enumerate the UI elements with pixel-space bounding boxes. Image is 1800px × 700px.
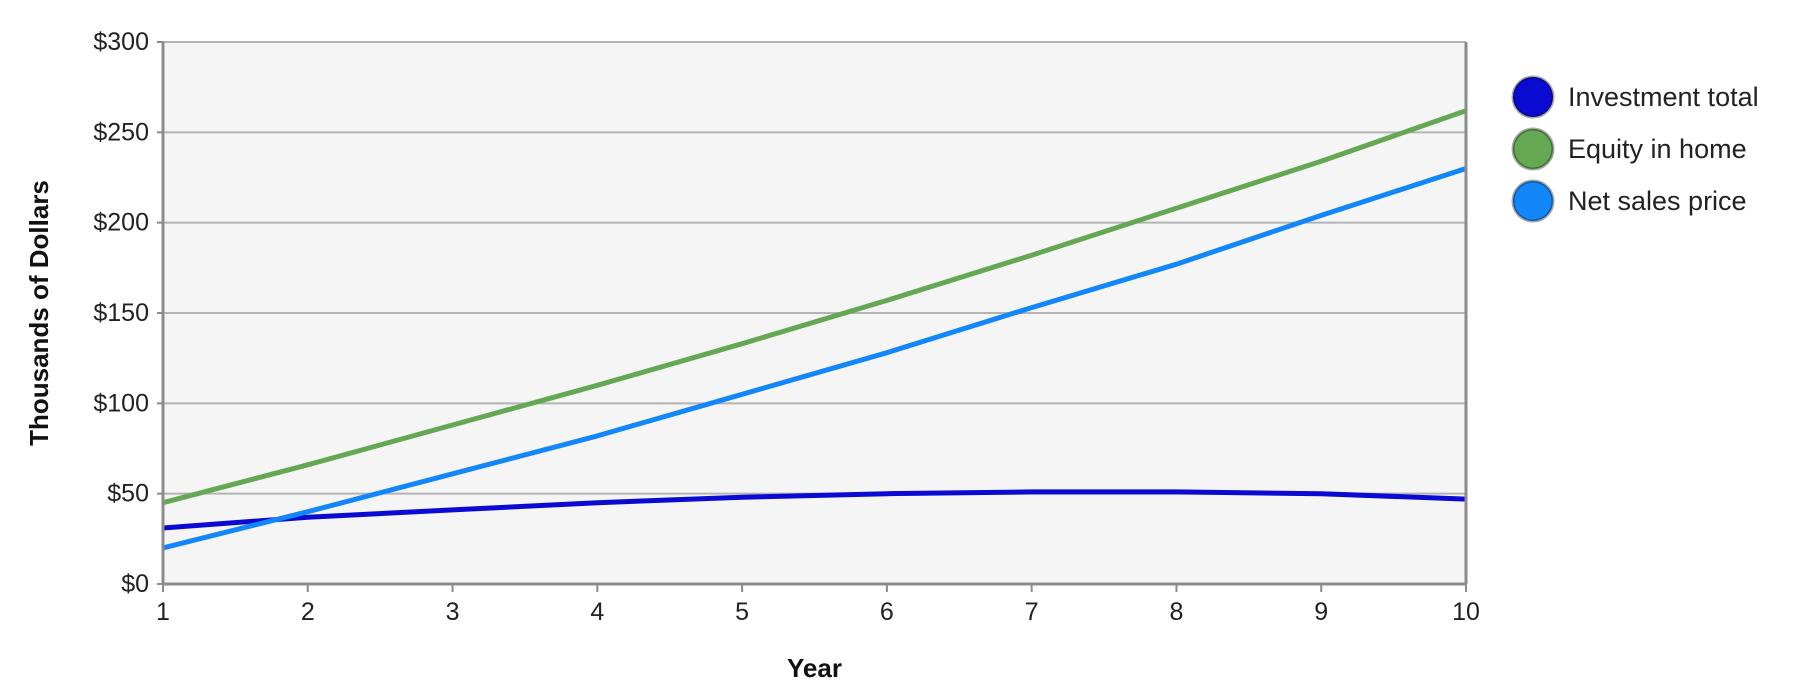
- legend-label: Equity in home: [1568, 134, 1747, 164]
- y-tick-label: $300: [93, 28, 149, 56]
- legend-label: Net sales price: [1568, 186, 1747, 216]
- y-tick-label: $200: [93, 209, 149, 237]
- x-tick-label: 5: [735, 598, 749, 626]
- x-axis-title: Year: [787, 653, 842, 683]
- x-tick-label: 6: [880, 598, 894, 626]
- x-tick-label: 4: [590, 598, 604, 626]
- series-lines: [162, 108, 1467, 551]
- legend: Investment total Equity in home Net sales …: [1511, 75, 1759, 223]
- series-line-3: [162, 166, 1467, 551]
- x-axis-ticks: 1 2 3 4 5 6 7 8 9 10: [156, 584, 1480, 626]
- legend-label: Investment total: [1568, 82, 1759, 112]
- x-tick-label: 3: [446, 598, 460, 626]
- x-tick-label: 7: [1025, 598, 1039, 626]
- y-axis-ticks: $0 $50 $100 $150 $200 $250 $300: [93, 28, 163, 598]
- y-tick-label: $50: [107, 480, 149, 508]
- legend-marker-1: [1511, 75, 1555, 119]
- y-tick-label: $150: [93, 299, 149, 327]
- y-tick-label: $250: [93, 118, 149, 146]
- y-tick-label: $100: [93, 389, 149, 417]
- x-tick-label: 8: [1169, 598, 1183, 626]
- y-axis-title: Thousands of Dollars: [24, 180, 54, 446]
- x-tick-label: 2: [301, 598, 315, 626]
- x-tick-label: 10: [1452, 598, 1480, 626]
- x-tick-label: 1: [156, 598, 170, 626]
- series-line-1: [162, 489, 1467, 531]
- axes: [161, 42, 1468, 586]
- x-tick-label: 9: [1314, 598, 1328, 626]
- legend-marker-3: [1511, 179, 1555, 223]
- legend-marker-2: [1511, 127, 1555, 171]
- series-line-2: [162, 108, 1467, 506]
- y-tick-label: $0: [121, 570, 149, 598]
